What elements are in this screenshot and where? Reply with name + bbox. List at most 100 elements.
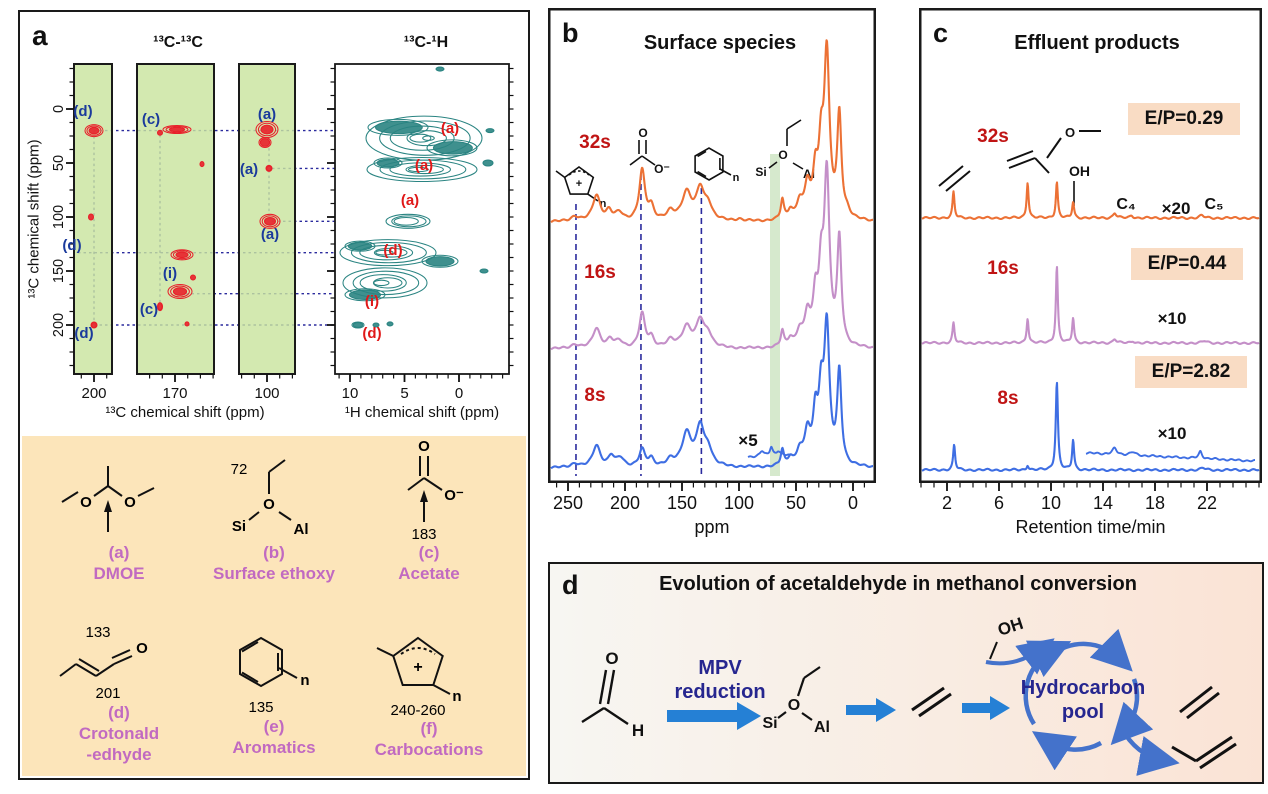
- reaction-arrow-1: [667, 702, 761, 730]
- cc-cross-peak: [263, 216, 277, 226]
- aromatics-structure: n 135: [239, 636, 310, 716]
- o-atom: O: [778, 148, 787, 162]
- product-butadiene-structure: [1171, 735, 1237, 770]
- panel-d-reaction-scheme: d Evolution of acetaldehyde in methanol …: [548, 562, 1264, 784]
- cc-cross-peak: [84, 124, 104, 138]
- ch-cross-peak: [422, 135, 435, 141]
- product-ethylene-structure: [1179, 685, 1220, 720]
- cc-cross-peak: [184, 321, 190, 327]
- panel-a-title-ch: ¹³C-¹H: [403, 34, 449, 51]
- panel-c-effluent-products: O OH 2 6 10 14 18 22 Retention time/min 32s 16s 8…: [919, 8, 1266, 548]
- peak-label-(d): (d): [362, 325, 381, 342]
- peak-label-(a): (a): [401, 192, 419, 209]
- o-atom: O: [638, 126, 647, 140]
- methanol-icon: OH: [1069, 163, 1090, 206]
- annotation-C₄: C₄: [1116, 196, 1135, 213]
- y-axis-title: ¹³C chemical shift (ppm): [25, 139, 43, 299]
- tick-label: 150: [667, 493, 697, 513]
- legend-tag: (f): [420, 719, 438, 738]
- annotation-C₅: C₅: [1205, 196, 1224, 213]
- cc-cross-peak: [167, 283, 193, 300]
- strip-tick-label: 170: [162, 385, 187, 402]
- tick-label: 6: [994, 493, 1004, 513]
- shift-value: 201: [95, 685, 120, 702]
- tick-label: 10: [1041, 493, 1061, 513]
- cc-cross-peak: [168, 126, 186, 133]
- peak-label-(d): (d): [73, 103, 92, 120]
- cc-cross-peak: [170, 285, 190, 298]
- o-atom: O: [124, 494, 136, 511]
- tick-label: 18: [1145, 493, 1165, 513]
- cc-cross-peak: [157, 302, 163, 311]
- ch-cross-peak: [386, 321, 394, 327]
- trace-8s: [921, 381, 1260, 473]
- shift-value: 183: [411, 526, 436, 542]
- o-minus-atom: O⁻: [444, 487, 464, 504]
- shift-value: 133: [85, 624, 110, 641]
- ch-cross-peak: [405, 164, 444, 175]
- cc-cross-peak: [156, 302, 164, 312]
- pool-label-line1: Hydrocarbon: [1021, 677, 1145, 699]
- reaction-arrow-2: [846, 698, 896, 722]
- annotation-16s: 16s: [584, 262, 616, 283]
- ch-cross-peak: [385, 213, 431, 229]
- peak-label-(a): (a): [441, 120, 459, 137]
- plus-charge: +: [413, 659, 422, 676]
- carbocation-icon: + n: [555, 166, 607, 210]
- cc-cross-peak: [91, 322, 97, 328]
- y-tick-label: 0: [51, 105, 67, 113]
- trace-8s: [550, 312, 874, 470]
- legend-tag: (b): [263, 543, 285, 562]
- annotation-16s: 16s: [987, 258, 1019, 279]
- methanol-bond: [989, 641, 998, 660]
- tick-label: 22: [1197, 493, 1217, 513]
- peak-label-(a): (a): [261, 226, 279, 243]
- cc-cross-peak: [259, 138, 271, 147]
- trace-32s: [550, 39, 874, 223]
- ch-cross-peak: [389, 162, 451, 177]
- panel-b-title: Surface species: [643, 32, 797, 54]
- ch-cross-peak: [479, 268, 489, 274]
- ch-cross-peak: [485, 128, 495, 134]
- h-tick-label: 5: [400, 385, 408, 402]
- ch-cross-peak: [406, 130, 447, 147]
- legend-name: Carbocations: [374, 740, 484, 759]
- ch-cross-peak: [482, 159, 494, 167]
- cc-cross-peak: [162, 124, 192, 135]
- ch-cross-peak: [342, 267, 428, 299]
- hydrocarbon-pool-cycle-arrows: [1023, 628, 1180, 776]
- oh-group: OH: [1069, 163, 1090, 179]
- annotation-×10: ×10: [1158, 424, 1187, 443]
- x-axis-label: Retention time/min: [1015, 517, 1165, 537]
- al-atom: Al: [814, 719, 830, 736]
- strip-tick-label: 200: [81, 385, 106, 402]
- reaction-scheme-drawing: O H MPV reduction O Si Al OH Hyd: [581, 614, 1237, 776]
- propylene-icon: [1006, 150, 1050, 174]
- ch-cross-peak: [359, 244, 414, 261]
- ep-ratio-badge-32s: E/P=0.29: [1128, 103, 1240, 135]
- legend-item-acetate: O O⁻ 183 (c) Acetate: [349, 438, 509, 584]
- cc-cross-peak: [258, 136, 272, 149]
- cc-cross-peak: [170, 249, 194, 261]
- ch-cross-peak: [409, 133, 432, 143]
- trace-16s: [550, 159, 874, 351]
- legend-item-dmoe: O O (a) DMOE: [39, 450, 199, 584]
- y-tick-label: 200: [51, 313, 67, 337]
- ch-cross-peak: [352, 322, 364, 328]
- annotation-×5: ×5: [738, 431, 757, 450]
- si-atom: Si: [232, 518, 246, 535]
- annotation-32s: 32s: [977, 126, 1009, 147]
- panel-a-title-cc: ¹³C-¹³C: [153, 34, 203, 51]
- o-atom: O: [136, 640, 148, 657]
- highlight-band: [770, 154, 780, 476]
- legend-item-surface-ethoxy: 72 O Si Al (b) Surface ethoxy: [194, 450, 354, 584]
- surface-species-spectra: + n O O⁻ n O Si Al 250 2: [548, 8, 876, 537]
- panel-c-title: Effluent products: [1014, 32, 1180, 54]
- annotation-×20: ×20: [1162, 199, 1191, 218]
- aromatic-icon: n: [694, 147, 740, 184]
- h-atom: H: [632, 721, 644, 740]
- ch-cross-peak: [367, 118, 429, 136]
- cc-cross-peak: [156, 129, 164, 136]
- y-tick-label: 100: [51, 205, 67, 229]
- h-tick-label: 0: [455, 385, 463, 402]
